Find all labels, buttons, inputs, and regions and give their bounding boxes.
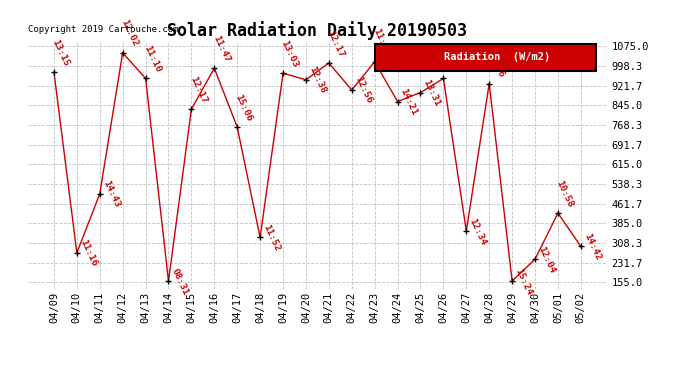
Text: 12:38: 12:38 — [307, 65, 327, 95]
Text: 12:17: 12:17 — [188, 75, 208, 105]
Text: 13:03: 13:03 — [279, 39, 300, 69]
Text: 08:31: 08:31 — [170, 267, 190, 297]
Text: 12:56: 12:56 — [486, 49, 506, 79]
Text: 13:55: 13:55 — [440, 44, 460, 74]
Text: 11:47: 11:47 — [211, 34, 231, 64]
Text: 12:02: 12:02 — [119, 18, 139, 48]
FancyBboxPatch shape — [375, 44, 595, 71]
Text: 12:56: 12:56 — [353, 75, 373, 105]
Text: 11:10: 11:10 — [142, 44, 162, 74]
Text: 14:21: 14:21 — [399, 87, 419, 117]
Text: 12:17: 12:17 — [326, 28, 346, 58]
Text: 15:06: 15:06 — [234, 93, 254, 123]
Text: 12:34: 12:34 — [467, 217, 488, 246]
Text: 12:04: 12:04 — [536, 245, 557, 274]
Text: Radiation  (W/m2): Radiation (W/m2) — [444, 53, 550, 62]
Title: Solar Radiation Daily 20190503: Solar Radiation Daily 20190503 — [168, 21, 467, 40]
Text: 13:31: 13:31 — [422, 78, 442, 108]
Text: 10:58: 10:58 — [555, 178, 575, 209]
Text: 13:15: 13:15 — [50, 38, 71, 68]
Text: 11:06: 11:06 — [371, 27, 391, 57]
Text: 15:24: 15:24 — [513, 267, 533, 297]
Text: 11:52: 11:52 — [262, 223, 282, 253]
Text: 14:42: 14:42 — [582, 232, 602, 262]
Text: 14:43: 14:43 — [101, 179, 121, 209]
Text: Copyright 2019 Cartouche.com: Copyright 2019 Cartouche.com — [28, 25, 178, 34]
Text: 11:16: 11:16 — [78, 238, 98, 268]
